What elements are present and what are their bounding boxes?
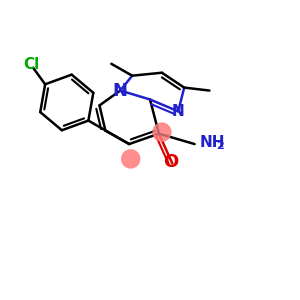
Circle shape	[122, 150, 140, 168]
Text: O: O	[163, 153, 178, 171]
Text: 2: 2	[217, 141, 224, 152]
Circle shape	[122, 150, 140, 168]
Circle shape	[153, 123, 171, 141]
Text: N: N	[172, 104, 184, 119]
Text: NH: NH	[200, 135, 225, 150]
Text: Cl: Cl	[24, 58, 40, 73]
Circle shape	[153, 123, 171, 141]
Text: N: N	[113, 82, 128, 100]
